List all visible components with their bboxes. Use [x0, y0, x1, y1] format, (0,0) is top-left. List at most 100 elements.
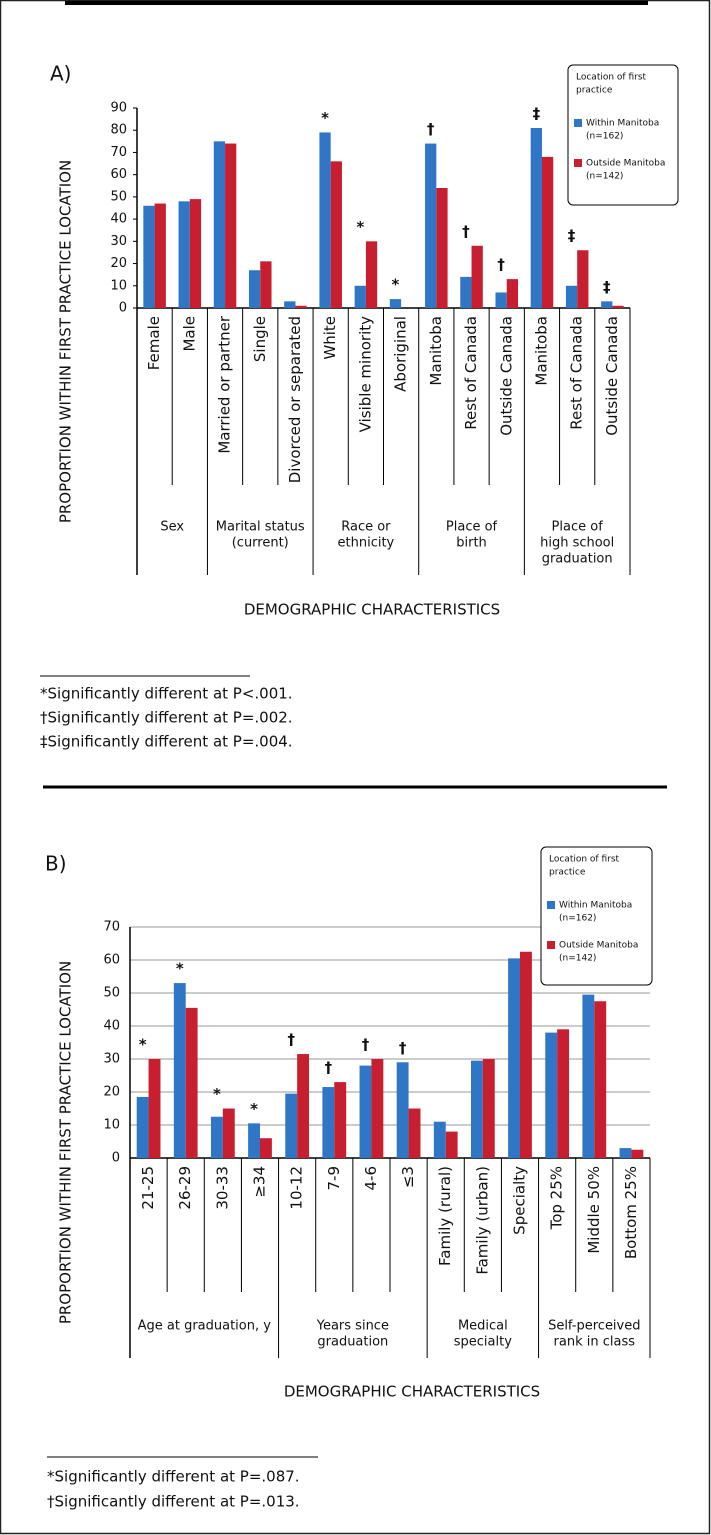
category-label: Rest of Canada	[568, 316, 586, 430]
legend-title: Location of first	[576, 73, 647, 83]
footnote: ‡Significantly different at P=.004.	[40, 733, 293, 751]
y-tick-label: 20	[110, 256, 127, 271]
group-label: Marital status	[216, 520, 305, 535]
bar	[408, 1108, 421, 1158]
group-label: Medical	[458, 1319, 508, 1334]
bar	[178, 201, 190, 308]
significance-marker: †	[427, 120, 435, 138]
bar	[508, 958, 520, 1158]
significance-marker: ‡	[533, 105, 541, 123]
y-tick-label: 0	[119, 301, 127, 316]
significance-marker: *	[321, 109, 329, 127]
bar	[425, 143, 437, 308]
bar	[173, 983, 186, 1158]
legend-n: (n=142)	[586, 172, 623, 182]
group-label: graduation	[542, 552, 613, 567]
bar	[541, 156, 554, 308]
bar	[520, 951, 532, 1158]
bar	[612, 305, 624, 308]
bar	[143, 205, 155, 308]
bar	[396, 1062, 409, 1158]
footnote: *Significantly different at P<.001.	[40, 685, 293, 703]
category-label: Bottom 25%	[622, 1166, 640, 1259]
legend-label: Outside Manitoba	[559, 941, 638, 951]
y-tick-label: 50	[103, 986, 120, 1001]
bar	[260, 1138, 272, 1158]
legend-n: (n=162)	[586, 132, 623, 142]
category-label: Manitoba	[427, 316, 445, 386]
bar	[136, 1096, 149, 1158]
category-label: 30-33	[213, 1166, 231, 1210]
category-label: Divorced or separated	[286, 316, 304, 483]
significance-marker: †	[497, 256, 505, 274]
legend-n: (n=142)	[559, 954, 596, 964]
y-tick-label: 70	[110, 145, 127, 160]
legend-box	[567, 64, 679, 206]
bar	[319, 132, 331, 308]
footnote: †Significantly different at P=.002.	[40, 709, 293, 727]
x-axis-title: DEMOGRAPHIC CHARACTERISTICS	[244, 601, 500, 619]
panel-label: A)	[50, 62, 71, 86]
significance-marker: *	[250, 1100, 258, 1118]
bar	[330, 161, 342, 308]
category-label: Specialty	[511, 1166, 529, 1235]
significance-marker: *	[139, 1036, 147, 1054]
bar	[189, 199, 202, 308]
legend-swatch	[574, 159, 582, 167]
category-label: White	[321, 316, 339, 360]
legend-n: (n=162)	[559, 914, 596, 924]
y-tick-label: 90	[110, 101, 127, 116]
category-label: Outside Canada	[603, 316, 621, 436]
bar	[213, 141, 226, 308]
y-tick-label: 70	[103, 920, 120, 935]
bar	[433, 1121, 446, 1158]
significance-marker: ‡	[568, 227, 576, 245]
category-label: 10-12	[288, 1166, 306, 1210]
category-label: 7-9	[325, 1166, 343, 1191]
significance-marker: †	[287, 1031, 295, 1049]
group-label: rank in class	[554, 1335, 636, 1350]
category-label: ≤3	[399, 1166, 417, 1188]
bar	[565, 285, 578, 308]
group-label: Place of	[446, 520, 498, 535]
bar	[284, 301, 296, 308]
category-label: ≥34	[251, 1166, 269, 1198]
y-tick-label: 50	[110, 189, 127, 204]
category-label: Family (urban)	[473, 1166, 491, 1275]
y-tick-label: 0	[112, 1151, 120, 1166]
bar	[445, 1131, 458, 1158]
legend-swatch	[574, 119, 582, 127]
bar	[248, 270, 261, 308]
y-tick-label: 20	[103, 1085, 120, 1100]
significance-marker: *	[392, 276, 400, 294]
bar	[619, 1148, 632, 1158]
category-label: Family (rural)	[436, 1166, 454, 1266]
footnote: *Significantly different at P=.087.	[47, 1468, 300, 1486]
y-tick-label: 30	[110, 234, 127, 249]
bar	[582, 994, 595, 1158]
bar	[148, 1059, 161, 1158]
legend-label: Within Manitoba	[559, 901, 632, 911]
significance-marker: †	[399, 1039, 407, 1057]
group-label: birth	[456, 536, 487, 551]
x-axis-title: DEMOGRAPHIC CHARACTERISTICS	[284, 1383, 540, 1401]
bar	[295, 305, 307, 308]
bar	[334, 1082, 347, 1158]
panel-label: B)	[45, 852, 67, 876]
group-label: Years since	[316, 1319, 389, 1334]
bar	[470, 1060, 483, 1158]
group-label: Self-perceived	[548, 1319, 640, 1334]
bar	[365, 241, 378, 308]
bar	[601, 301, 613, 308]
significance-marker: †	[362, 1036, 370, 1054]
significance-marker: *	[176, 960, 184, 978]
category-label: Middle 50%	[585, 1166, 603, 1254]
bar	[322, 1087, 335, 1158]
footnote: †Significantly different at P=.013.	[47, 1493, 300, 1511]
bar	[297, 1054, 310, 1158]
category-label: Male	[180, 316, 198, 352]
bar	[389, 299, 402, 308]
category-label: Outside Canada	[497, 316, 515, 436]
bar	[506, 279, 519, 308]
